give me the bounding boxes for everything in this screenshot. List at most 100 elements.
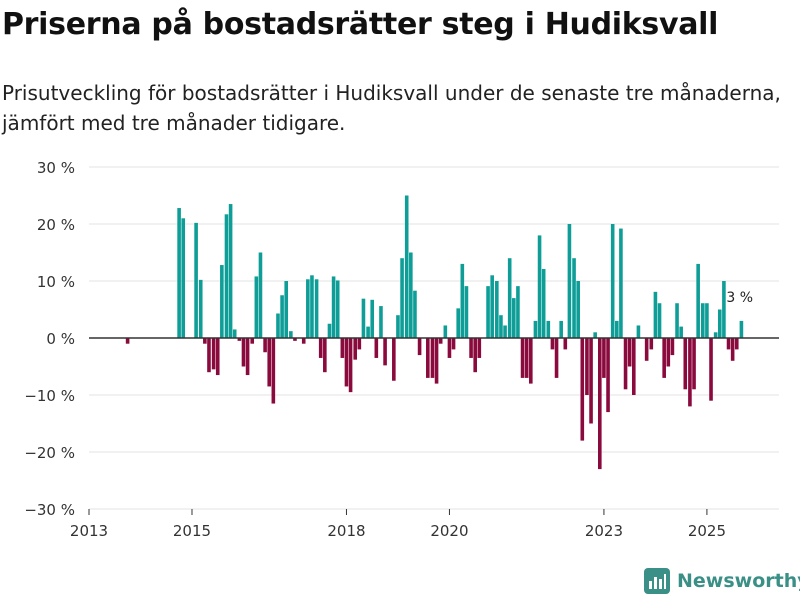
- bar: [717, 309, 722, 338]
- bar: [241, 338, 246, 367]
- bar: [237, 338, 242, 341]
- bar: [533, 320, 538, 338]
- bar: [567, 224, 572, 338]
- chart-title: Priserna på bostadsrätter steg i Hudiksv…: [2, 7, 719, 42]
- bar: [125, 338, 130, 344]
- bar: [203, 338, 207, 344]
- y-tick-label: 30 %: [37, 159, 75, 177]
- bar: [426, 338, 430, 378]
- bar: [220, 265, 224, 338]
- bar: [207, 338, 211, 373]
- bar: [589, 338, 593, 424]
- bar: [215, 338, 220, 376]
- bar: [730, 338, 735, 361]
- bar: [512, 298, 516, 338]
- bar: [327, 323, 332, 338]
- bar: [383, 338, 387, 366]
- bar: [353, 338, 358, 360]
- bar: [443, 325, 448, 338]
- bar: [636, 325, 641, 338]
- bar: [379, 306, 383, 338]
- bar: [713, 332, 718, 338]
- bar: [344, 338, 349, 387]
- bar: [456, 308, 460, 338]
- bar: [688, 338, 692, 407]
- bar: [576, 281, 580, 338]
- bar: [323, 338, 327, 373]
- bar: [361, 298, 366, 338]
- bar: [451, 338, 456, 350]
- bar: [486, 286, 490, 338]
- bar: [250, 338, 255, 344]
- bar: [464, 286, 469, 338]
- bar: [194, 222, 198, 338]
- bar: [692, 338, 696, 390]
- bar: [670, 338, 675, 356]
- y-tick-label: 0 %: [46, 330, 75, 348]
- bar: [631, 338, 636, 395]
- bar: [499, 315, 503, 338]
- bar: [490, 275, 494, 338]
- bar: [310, 275, 314, 338]
- bar: [537, 235, 542, 338]
- bar: [722, 281, 726, 338]
- bar: [413, 290, 417, 338]
- bar: [258, 252, 263, 338]
- bar: [653, 291, 658, 338]
- bar: [550, 338, 555, 350]
- bar: [314, 279, 319, 338]
- bar: [524, 338, 529, 378]
- y-tick-label: −20 %: [24, 444, 75, 462]
- y-axis: 30 % 20 % 10 % 0 % −10 % −20 % −30 %: [24, 159, 779, 519]
- bar: [666, 338, 671, 367]
- bar: [404, 195, 409, 338]
- gridlines: [89, 166, 779, 510]
- bar: [306, 279, 310, 338]
- bar: [271, 338, 276, 404]
- bar: [615, 320, 619, 338]
- bar: [331, 276, 336, 338]
- bar: [627, 338, 632, 367]
- bar: [739, 320, 744, 338]
- y-tick-label: 20 %: [37, 216, 75, 234]
- bar: [335, 280, 340, 338]
- bar: [366, 326, 370, 338]
- bar: [572, 258, 576, 338]
- bar-series: [125, 195, 744, 470]
- bar: [683, 338, 688, 390]
- bar: [177, 208, 181, 338]
- x-tick-label: 2018: [327, 522, 365, 540]
- bar: [585, 338, 589, 395]
- bar: [477, 338, 482, 358]
- bar: [447, 338, 452, 358]
- bar: [696, 263, 700, 338]
- bar: [245, 338, 250, 376]
- bar: [348, 338, 353, 393]
- bar: [649, 338, 654, 350]
- bar: [546, 320, 551, 338]
- bar: [254, 276, 259, 338]
- bar: [263, 338, 267, 353]
- bar: [700, 303, 705, 338]
- bar: [593, 332, 597, 338]
- bar: [280, 295, 284, 338]
- bar: [396, 315, 400, 338]
- bar: [301, 338, 306, 344]
- y-tick-label: 10 %: [37, 273, 75, 291]
- bar: [598, 338, 602, 470]
- bar: [318, 338, 323, 358]
- bar: [469, 338, 473, 358]
- bar: [232, 329, 237, 338]
- bar: [507, 258, 512, 338]
- bar: [623, 338, 628, 390]
- bar: [460, 263, 465, 338]
- bar: [409, 252, 413, 338]
- bar: [289, 331, 293, 338]
- bar: [392, 338, 396, 381]
- newsworthy-logo: Newsworthy: [644, 568, 800, 594]
- bar: [434, 338, 439, 384]
- last-value-label: 3 %: [726, 290, 753, 306]
- bar: [662, 338, 666, 378]
- bar: [417, 338, 422, 356]
- bar: [734, 338, 739, 350]
